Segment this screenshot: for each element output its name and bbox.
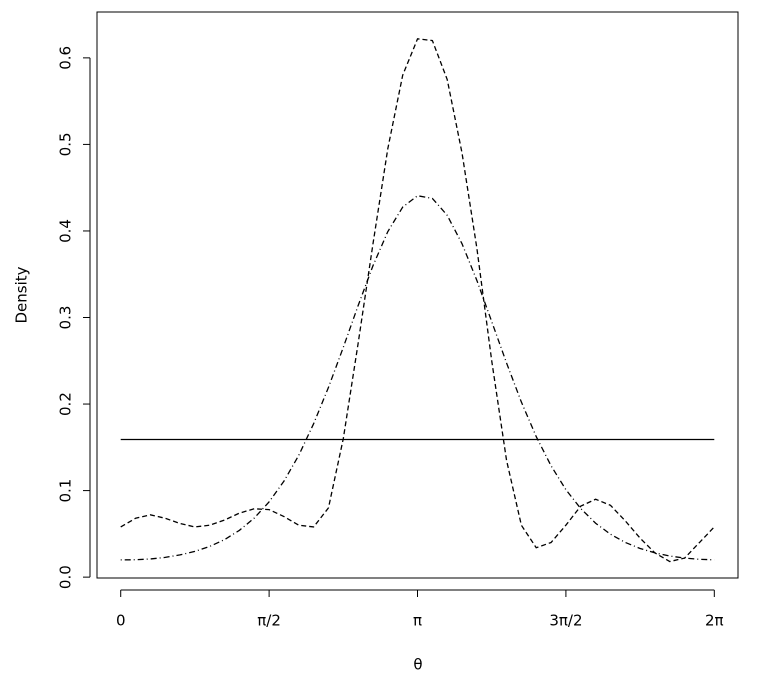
x-axis-label: θ (413, 656, 422, 674)
y-tick-label: 0.3 (57, 306, 75, 330)
x-tick-label: 0 (116, 612, 126, 630)
density-line (120, 195, 715, 561)
density-line (120, 38, 715, 563)
y-tick-label: 0.5 (57, 132, 75, 156)
x-tick-label: π (413, 612, 422, 630)
y-tick-label: 0.4 (57, 219, 75, 243)
y-tick-label: 0.1 (57, 479, 75, 503)
y-tick-label: 0.0 (57, 565, 75, 589)
x-tick-label: π/2 (257, 612, 281, 630)
y-tick-label: 0.2 (57, 392, 75, 416)
x-tick-label: 2π (705, 612, 724, 630)
y-tick-label: 0.6 (57, 46, 75, 70)
y-axis-label: Density (13, 266, 31, 323)
x-tick-label: 3π/2 (549, 612, 582, 630)
plot-box (96, 11, 739, 579)
